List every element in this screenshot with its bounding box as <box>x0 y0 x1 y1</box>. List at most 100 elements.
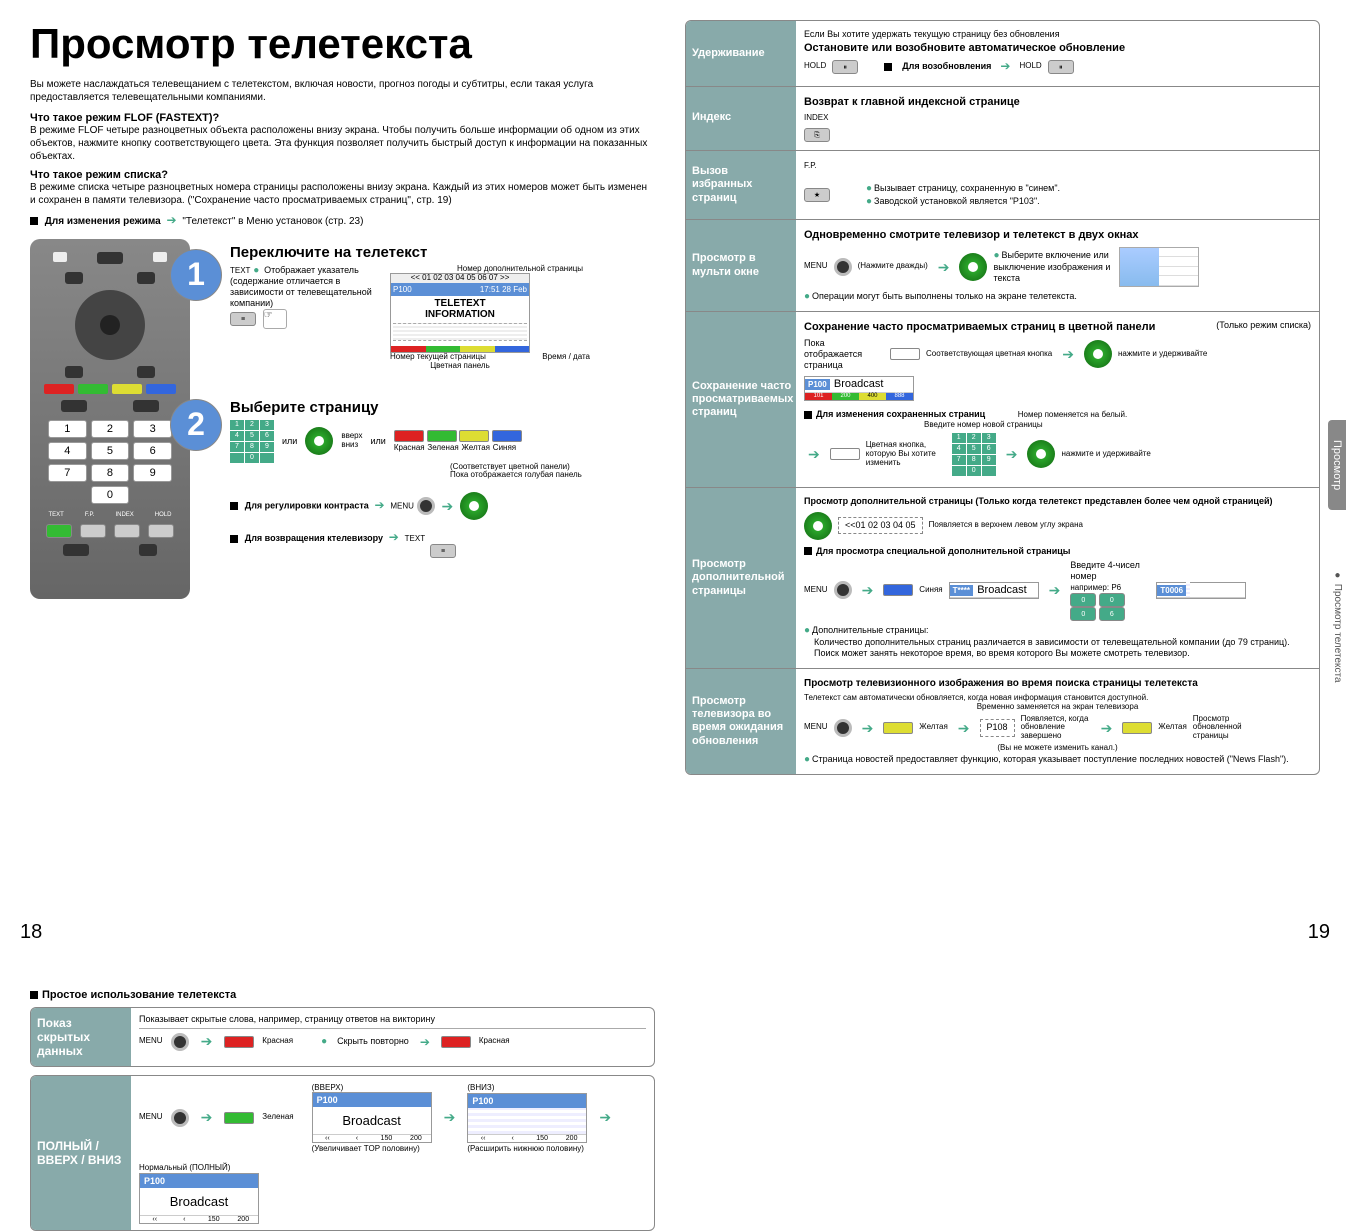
or-2: или <box>371 436 386 447</box>
hidden-data-row: Показ скрытых данных Показывает скрытые … <box>30 1007 655 1067</box>
hidden-label: Показ скрытых данных <box>31 1008 131 1066</box>
upd-news: Страница новостей предоставляет функцию,… <box>812 754 1289 764</box>
menu-button-icon-2 <box>171 1033 189 1051</box>
list-para: В режиме списка четыре разноцветных номе… <box>30 181 655 207</box>
row-update: Просмотр телевизора во время ожидания об… <box>686 668 1319 774</box>
save-enter: Введите номер новой страницы <box>924 421 1311 430</box>
addnum-label: Номер дополнительной страницы <box>390 265 650 274</box>
press-twice: (Нажмите дважды) <box>858 262 928 271</box>
row-hold: Удерживание Если Вы хотите удержать теку… <box>686 21 1319 86</box>
hold-resume: Для возобновления <box>902 61 991 73</box>
mini-broadcast-2: T**** Broadcast <box>949 582 1039 599</box>
menu-label-3: MENU <box>139 1113 163 1122</box>
hold-desc2: Остановите или возобновите автоматическо… <box>804 41 1311 55</box>
color-btn-placeholder-2 <box>830 448 860 460</box>
text-key-label: TEXT <box>230 266 250 275</box>
yellow-button-icon <box>883 722 913 734</box>
step-1-badge: 1 <box>170 249 222 301</box>
upd-label: Просмотр телевизора во время ожидания об… <box>686 669 796 774</box>
sub-note1: Дополнительные страницы: <box>812 625 929 635</box>
step-2-block: Выберите страницу 1234567890 или вверх в… <box>230 399 650 559</box>
square-bullet <box>30 217 38 225</box>
fav-b2: Заводской установкой является "P103". <box>874 196 1040 206</box>
simple-use-section: Простое использование телетекста Показ с… <box>30 989 655 1231</box>
fav-b1: Вызывает страницу, сохраненную в "синем"… <box>874 183 1060 193</box>
normal-label: Нормальный (ПОЛНЫЙ) <box>139 1163 230 1172</box>
upd-nochange: (Вы не можете изменить канал.) <box>804 744 1311 753</box>
save-change-h: Для изменения сохраненных страниц <box>816 409 985 419</box>
mode-change-label: Для изменения режима <box>45 216 161 227</box>
mini-dpad-icon-5 <box>1027 440 1055 468</box>
mode-change-line: Для изменения режима ➔ "Телетекст" в Мен… <box>30 213 655 229</box>
hold-key-icon: ⏸ <box>832 60 858 74</box>
sub-indicator: <<01 02 03 04 05 <box>838 517 923 535</box>
menu-label-6: MENU <box>804 723 828 732</box>
note-top: (Увеличивает TOP половину) <box>312 1144 420 1153</box>
mini-numgrid-icon: 1234567890 <box>230 420 274 463</box>
step-1-block: Переключите на телетекст TEXT ● Отобража… <box>230 244 650 371</box>
step2-title: Выберите страницу <box>230 399 650 416</box>
broadcast-box-2: P100 ‹‹‹150200 <box>467 1093 587 1143</box>
save-while: Пока отображается страница <box>804 338 862 370</box>
color-desc: Цветная кнопка, которую Вы хотите измени… <box>866 441 946 467</box>
blue-note: Пока отображается голубая панель <box>450 471 650 480</box>
side-tab-sub: ● Просмотр телетекста <box>1329 560 1346 693</box>
timelabel: Время / дата <box>542 353 590 362</box>
back-tv-label: Для возвращения ктелевизору <box>245 533 383 543</box>
color-row <box>42 384 178 394</box>
tt-time: 17:51 28 Feb <box>480 285 527 294</box>
mini-dpad-icon-4 <box>1084 340 1112 368</box>
text-key-icon-2: ≡ <box>430 544 456 558</box>
index-key-icon: ⎘ <box>804 128 830 142</box>
left-page: Просмотр телетекста Вы можете наслаждать… <box>0 0 675 954</box>
mini-dpad-icon-6 <box>804 512 832 540</box>
row-index: Индекс Возврат к главной индексной стран… <box>686 86 1319 150</box>
mini-broadcast-3: T0006 <box>1156 582 1246 599</box>
up-label: вверх <box>341 431 362 440</box>
menu-label-5: MENU <box>804 586 828 595</box>
page-number-right: 19 <box>1308 921 1330 944</box>
step-2-badge: 2 <box>170 399 222 451</box>
tt-info1: TELETEXT <box>393 298 527 309</box>
multi-sel: Выберите включение или выключение изобра… <box>993 250 1110 283</box>
dpad-icon <box>75 290 145 360</box>
yellow-button-icon-2 <box>1122 722 1152 734</box>
mini-broadcast-1: P100 Broadcast 101 200 400 888 <box>804 376 914 401</box>
contrast-label: Для регулировки контраста <box>245 501 369 511</box>
blue-button-icon <box>883 584 913 596</box>
full-label: ПОЛНЫЙ / ВВЕРХ / ВНИЗ <box>31 1076 131 1230</box>
save-h: Сохранение часто просматриваемых страниц… <box>804 321 1155 333</box>
hold-key-label: HOLD <box>804 62 826 71</box>
text-key-icon: ≡ <box>230 312 256 326</box>
teletext-preview: << 01 02 03 04 05 06 07 >> P100 17:51 28… <box>390 273 530 353</box>
sub-note3: Поиск может занять некоторое время, во в… <box>814 648 1311 660</box>
menu-button-icon-4 <box>834 258 852 276</box>
mini-dpad-icon-2 <box>460 492 488 520</box>
menu-button-icon-3 <box>171 1109 189 1127</box>
p108-box: P108 <box>980 719 1015 737</box>
flof-heading: Что такое режим FLOF (FASTEXT)? <box>30 112 655 124</box>
full-half-row: ПОЛНЫЙ / ВВЕРХ / ВНИЗ MENU ➔ Зеленая (ВВ… <box>30 1075 655 1231</box>
number-grid: 123 456 789 0 <box>48 420 172 504</box>
index-key-label: INDEX <box>804 114 828 123</box>
save-change-note: Номер поменяется на белый. <box>1018 410 1128 419</box>
red-button-icon <box>224 1036 254 1048</box>
menu-button-icon-6 <box>834 719 852 737</box>
color-btn-placeholder <box>890 348 920 360</box>
mini-numgrid-icon-2: 1234567890 <box>952 433 996 476</box>
sub-special-h: Для просмотра специальной дополнительной… <box>816 546 1071 556</box>
arrow-icon: ➔ <box>167 213 177 229</box>
sub-h: Просмотр дополнительной страницы (Только… <box>804 496 1311 508</box>
down-paren: (ВНИЗ) <box>467 1083 494 1092</box>
page-number-left: 18 <box>20 921 42 944</box>
up-paren: (ВВЕРХ) <box>312 1083 344 1092</box>
upd-view: Просмотр обновленной страницы <box>1193 715 1263 741</box>
sub-ind-note: Появляется в верхнем левом углу экрана <box>929 521 1083 530</box>
simple-h: Простое использование телетекста <box>30 989 655 1001</box>
press-hold-2: нажмите и удерживайте <box>1061 450 1150 459</box>
intro-text: Вы можете наслаждаться телевещанием с те… <box>30 78 655 104</box>
save-mode: (Только режим списка) <box>1216 320 1311 332</box>
green-label: Зеленая <box>262 1113 293 1122</box>
hand-icon: ☞ <box>263 309 287 329</box>
right-page: Удерживание Если Вы хотите удержать теку… <box>675 0 1350 954</box>
